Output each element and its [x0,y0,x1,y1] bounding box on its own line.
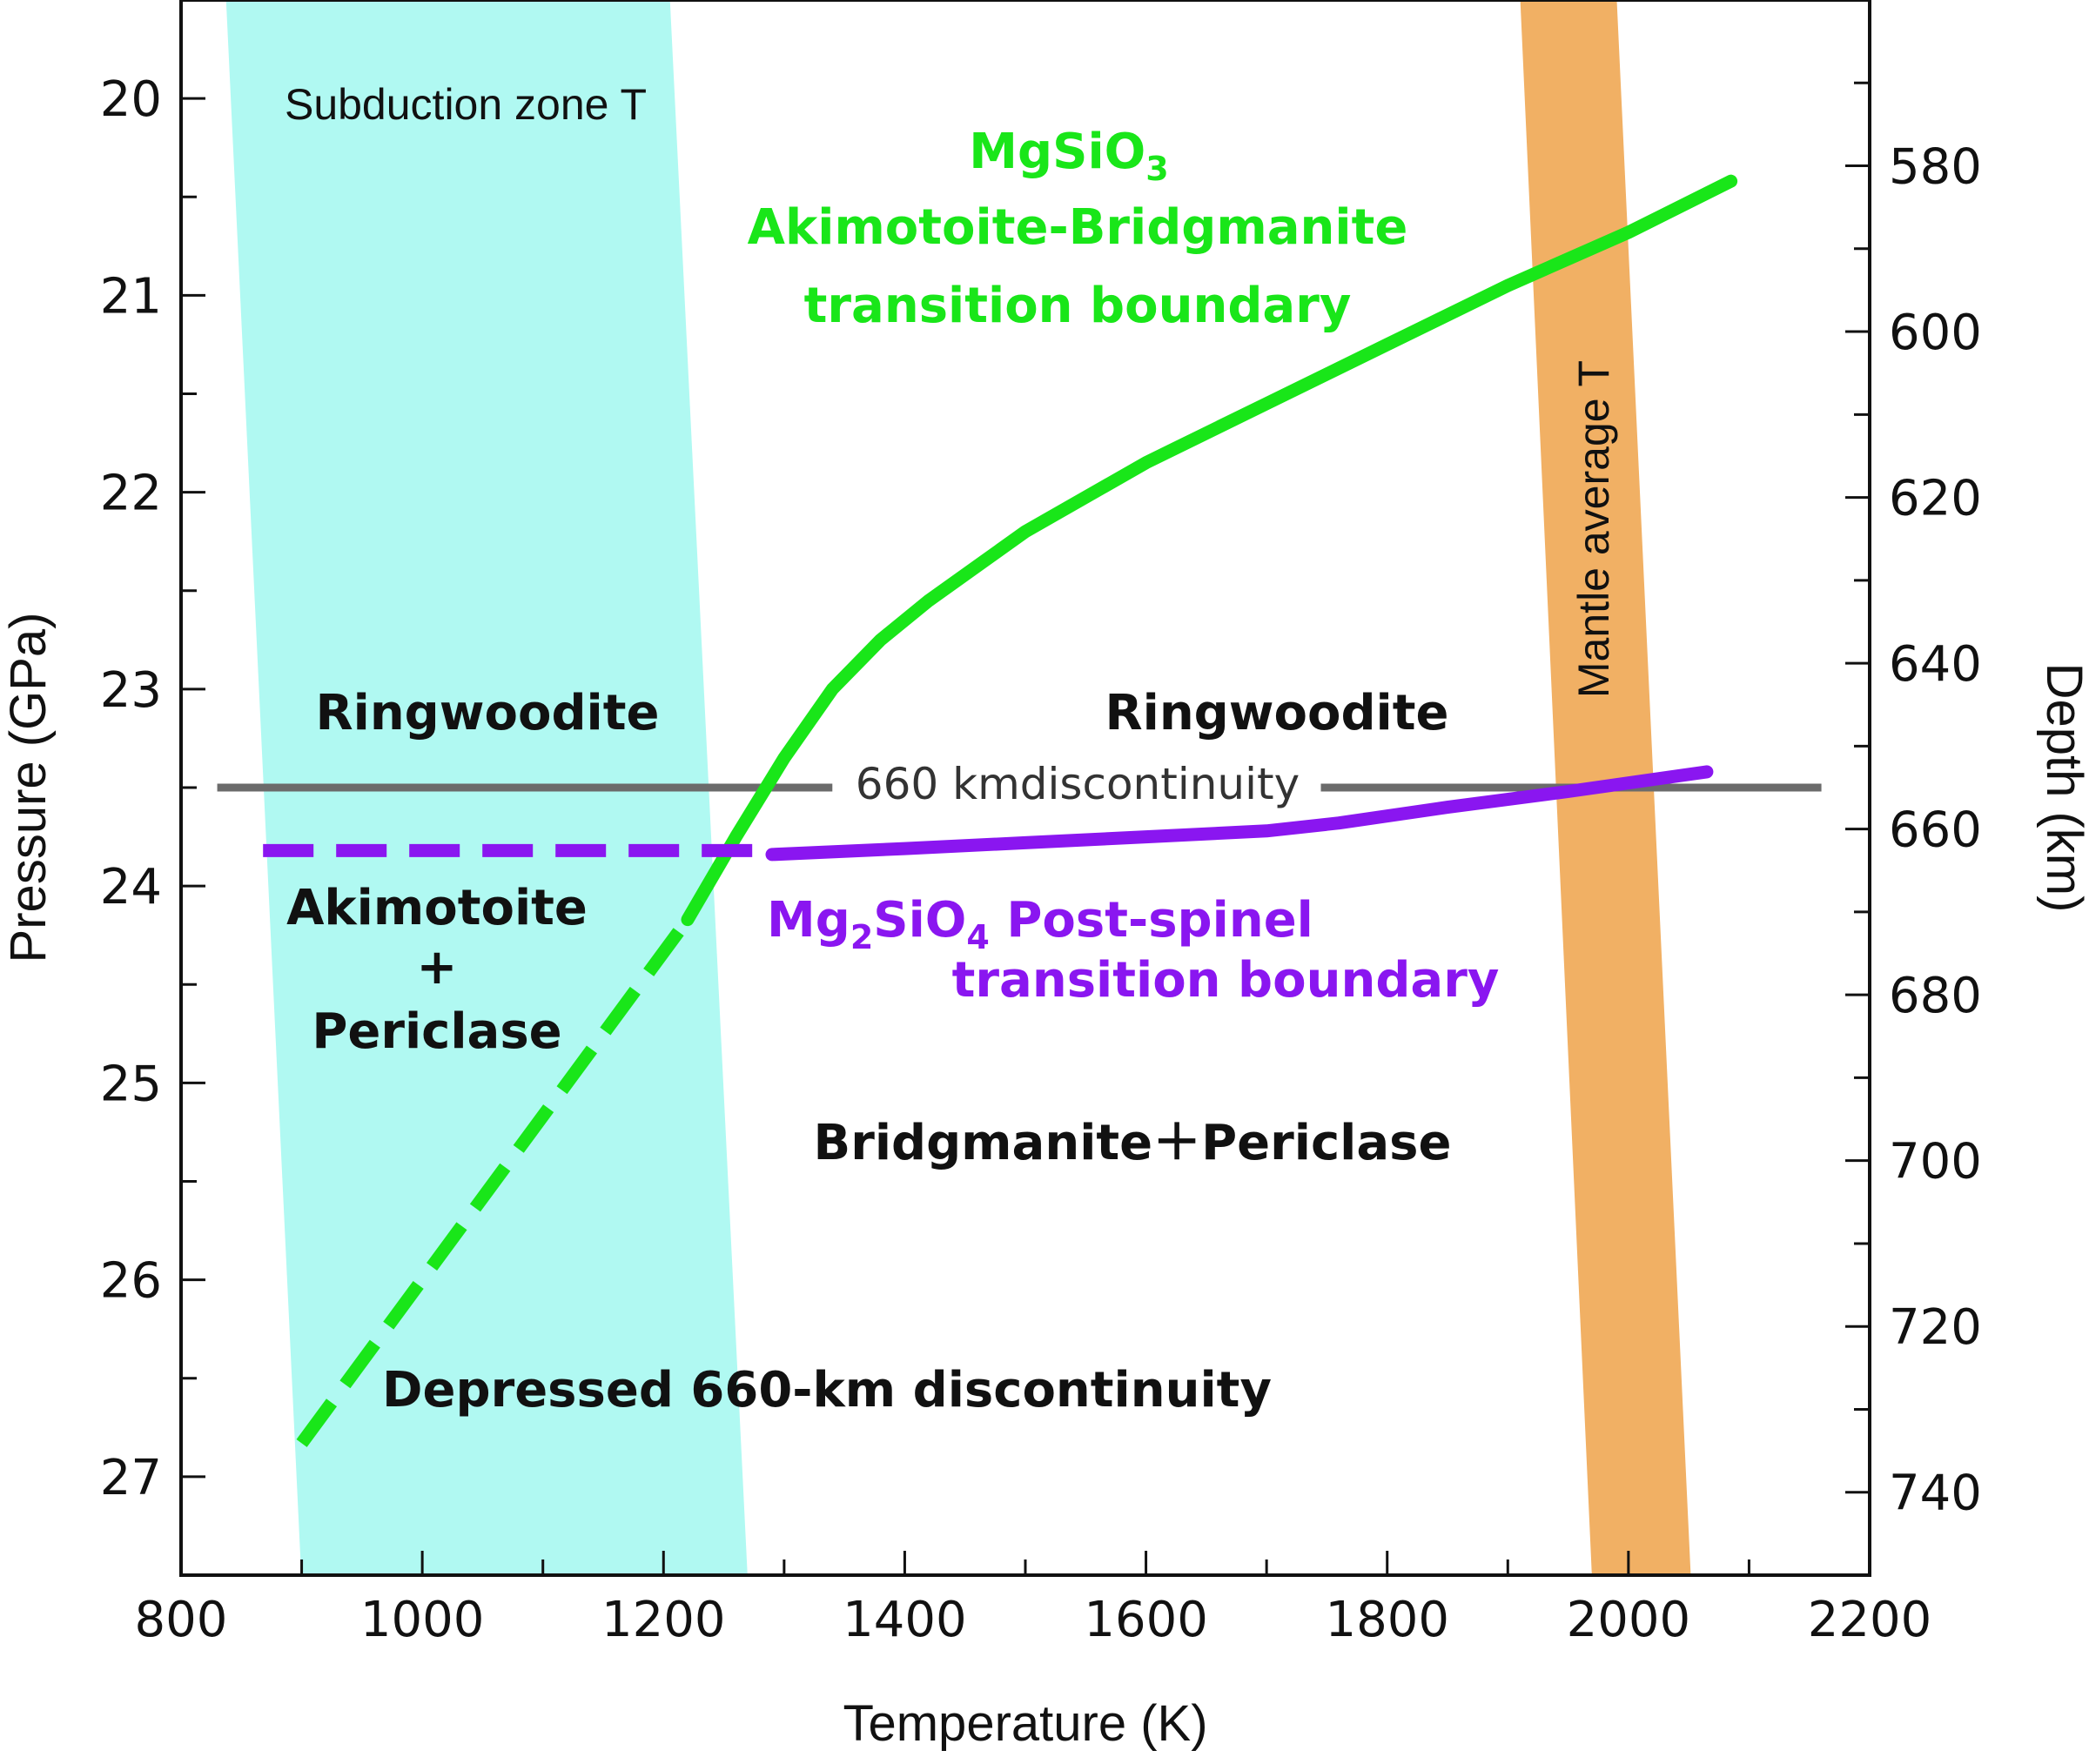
region-plus: + [417,939,458,996]
y-axis-left-label: Pressure (GPa) [0,613,57,963]
series-line-0 [681,174,1738,927]
y-left-tick-label: 21 [100,268,162,325]
green-title-sub: 3 [1145,150,1168,188]
purple-title-sub1: 2 [850,918,873,956]
series-line-1 [296,916,694,1447]
y-left-tick-label: 25 [100,1056,162,1112]
region-periclase: Periclase [312,1003,561,1060]
region-ringwoodite-left: Ringwoodite [316,685,660,741]
x-axis-ticks: 800 1000 1200 1400 1600 1800 2000 2200 [135,1551,1932,1648]
y-axis-left-ticks: 20 21 22 23 24 25 26 27 [100,71,205,1506]
y-left-tick-label: 23 [100,662,162,719]
y-left-tick-label: 27 [100,1450,162,1506]
discontinuity-label: 660 kmdiscontinuity [856,759,1300,809]
y-right-tick-label: 700 [1889,1134,1982,1191]
x-tick-label: 1200 [601,1592,726,1648]
y-right-tick-label: 720 [1889,1299,1982,1356]
purple-boundary-line2: transition boundary [952,952,1500,1009]
x-tick-label: 1000 [360,1592,485,1648]
green-boundary-line3: transition boundary [804,278,1352,334]
y-left-tick-label: 24 [100,859,162,916]
y-left-tick-label: 26 [100,1253,162,1310]
purple-title-mid: SiO [873,892,966,949]
region-bridgmanite-periclase: Bridgmanite＋Periclase [814,1115,1452,1171]
region-akimotoite: Akimotoite [286,880,588,936]
green-boundary-line2: Akimotoite-Bridgmanite [748,199,1408,256]
y-right-tick-label: 640 [1889,636,1982,693]
y-right-tick-label: 600 [1889,305,1982,361]
boundary-series [263,174,1738,1447]
x-tick-label: 2000 [1567,1592,1691,1648]
region-ringwoodite-right: Ringwoodite [1105,685,1449,741]
y-axis-right-ticks: 580 600 620 640 660 680 700 720 740 [1845,81,1982,1522]
x-axis-label: Temperature (K) [843,1695,1207,1752]
mantle-average-label: Mantle average T [1569,360,1618,698]
x-tick-label: 1400 [843,1592,967,1648]
depressed-discontinuity-label: Depressed 660-km discontinuity [382,1362,1272,1419]
green-title-main: MgSiO [969,124,1145,180]
band-0 [225,0,748,1575]
x-tick-label: 1600 [1084,1592,1208,1648]
y-left-tick-label: 22 [100,466,162,522]
y-axis-right-label: Depth (km) [2036,663,2089,913]
green-boundary-title: MgSiO3 [969,124,1168,188]
purple-title-post: Post-spinel [990,892,1313,949]
x-tick-label: 800 [135,1592,228,1648]
series-line-2 [765,765,1714,862]
y-right-tick-label: 740 [1889,1466,1982,1522]
x-tick-label: 1800 [1325,1592,1449,1648]
purple-title-pre: Mg [767,892,850,949]
x-tick-label: 2200 [1808,1592,1932,1648]
purple-title-sub2: 4 [966,918,989,956]
y-right-tick-label: 680 [1889,968,1982,1024]
y-right-tick-label: 580 [1889,139,1982,196]
y-right-tick-label: 660 [1889,802,1982,859]
y-left-tick-label: 20 [100,71,162,128]
y-right-tick-label: 620 [1889,471,1982,527]
purple-boundary-title: Mg2SiO4 Post-spinel [767,892,1313,956]
subduction-zone-label: Subduction zone T [285,80,647,129]
